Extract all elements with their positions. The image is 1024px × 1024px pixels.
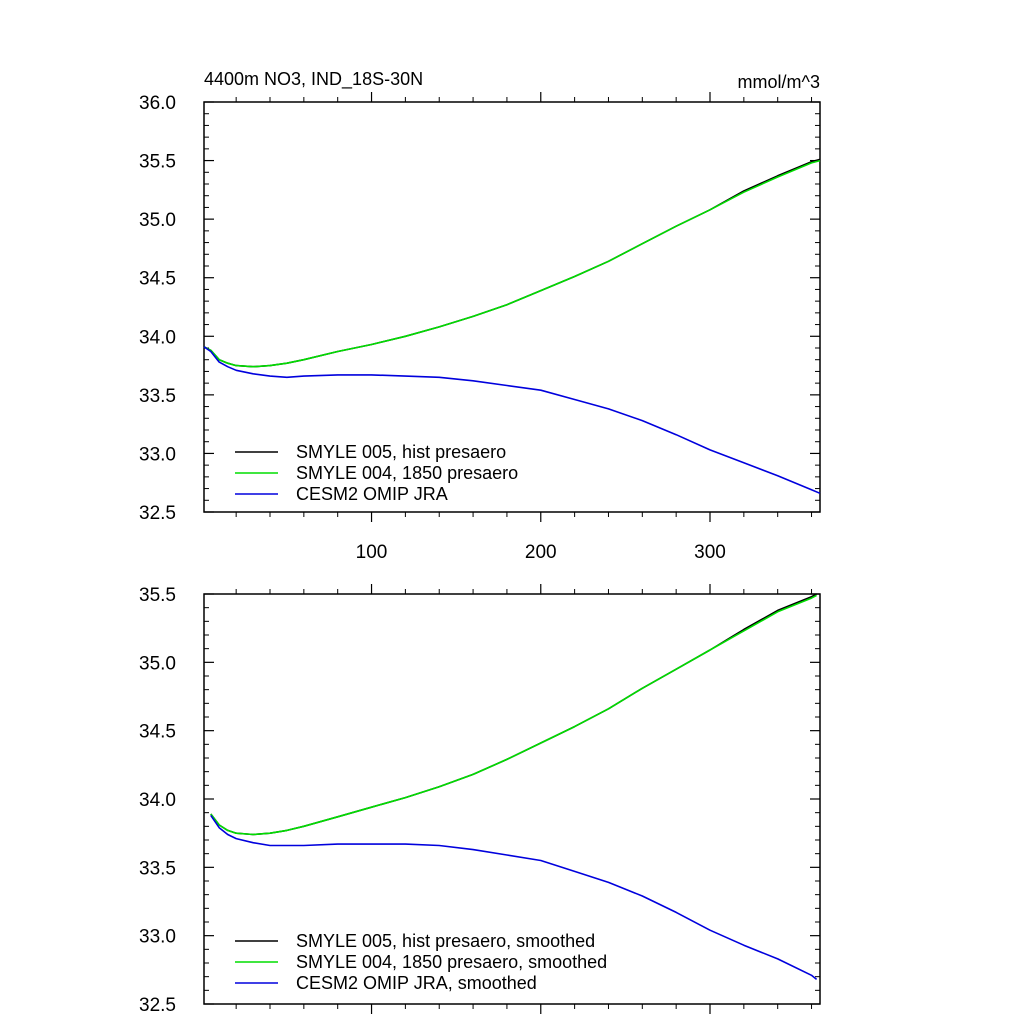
bottom-panel: 32.5 33.0 33.5 34.0 34.5 35.0 35.5 SMYLE 005, h… — [139, 584, 821, 1016]
y-tick-label: 35.5 — [139, 152, 176, 173]
y-tick-label: 34.0 — [139, 790, 176, 811]
x-tick-label: 300 — [694, 542, 726, 563]
y-tick-label: 33.0 — [139, 444, 176, 465]
legend-label-2: SMYLE 004, 1850 presaero, smoothed — [296, 952, 607, 972]
y-tick-label: 32.5 — [139, 503, 176, 524]
x-tick-label: 200 — [525, 542, 557, 563]
y-tick-label: 33.0 — [139, 927, 176, 948]
series-line-2 — [203, 159, 821, 368]
series-line-3 — [203, 346, 821, 495]
y-tick-label: 33.5 — [139, 858, 176, 879]
y-tick-label: 35.0 — [139, 653, 176, 674]
y-tick-label: 36.0 — [139, 93, 176, 114]
y-tick-label: 32.5 — [139, 995, 176, 1016]
x-tick-label: 100 — [356, 542, 388, 563]
top-chart-units: mmol/m^3 — [738, 72, 820, 92]
legend-label-1: SMYLE 005, hist presaero — [296, 442, 506, 462]
legend-label-3: CESM2 OMIP JRA — [296, 484, 448, 504]
y-tick-label: 35.0 — [139, 210, 176, 231]
y-tick-label: 34.5 — [139, 722, 176, 743]
y-tick-label: 34.5 — [139, 269, 176, 290]
top-panel: 32.5 33.0 33.5 34.0 34.5 35.0 35.5 36.0 100 200 30… — [139, 92, 821, 563]
legend-label-3: CESM2 OMIP JRA, smoothed — [296, 973, 537, 993]
y-tick-label: 33.5 — [139, 386, 176, 407]
legend-label-1: SMYLE 005, hist presaero, smoothed — [296, 931, 595, 951]
top-chart-title: 4400m NO3, IND_18S-30N — [204, 69, 423, 90]
series-line-2 — [210, 594, 817, 836]
series-line-3 — [210, 814, 818, 981]
plot-frame — [203, 101, 821, 513]
y-tick-label: 35.5 — [139, 585, 176, 606]
y-tick-label: 34.0 — [139, 327, 176, 348]
legend-label-2: SMYLE 004, 1850 presaero — [296, 463, 518, 483]
